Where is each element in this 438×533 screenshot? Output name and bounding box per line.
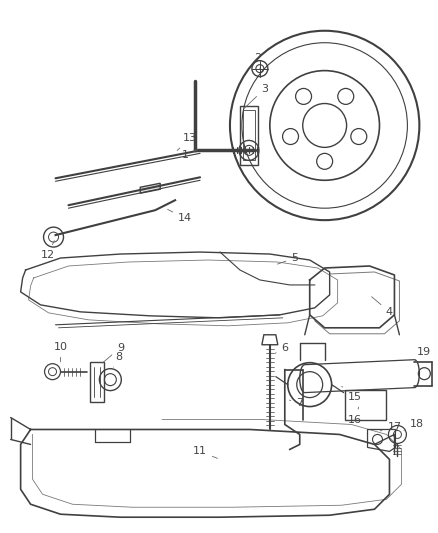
Text: 7: 7 [290, 398, 303, 408]
Text: 16: 16 [348, 407, 361, 424]
Text: 3: 3 [244, 84, 268, 109]
Text: 11: 11 [193, 447, 217, 458]
Text: 1: 1 [182, 150, 198, 160]
Text: 9: 9 [102, 343, 124, 363]
Text: 17: 17 [380, 423, 402, 432]
Text: 5: 5 [277, 253, 298, 264]
Text: 12: 12 [40, 240, 55, 260]
Text: 15: 15 [342, 386, 361, 401]
Text: 2: 2 [254, 53, 261, 69]
Text: 6: 6 [275, 343, 288, 353]
Text: 19: 19 [416, 347, 431, 362]
Text: 13: 13 [177, 133, 197, 150]
Text: 4: 4 [371, 297, 393, 317]
Polygon shape [140, 183, 160, 193]
Text: 18: 18 [404, 419, 424, 430]
Text: 8: 8 [113, 352, 122, 367]
Text: 14: 14 [168, 209, 192, 223]
Text: 10: 10 [53, 342, 67, 362]
